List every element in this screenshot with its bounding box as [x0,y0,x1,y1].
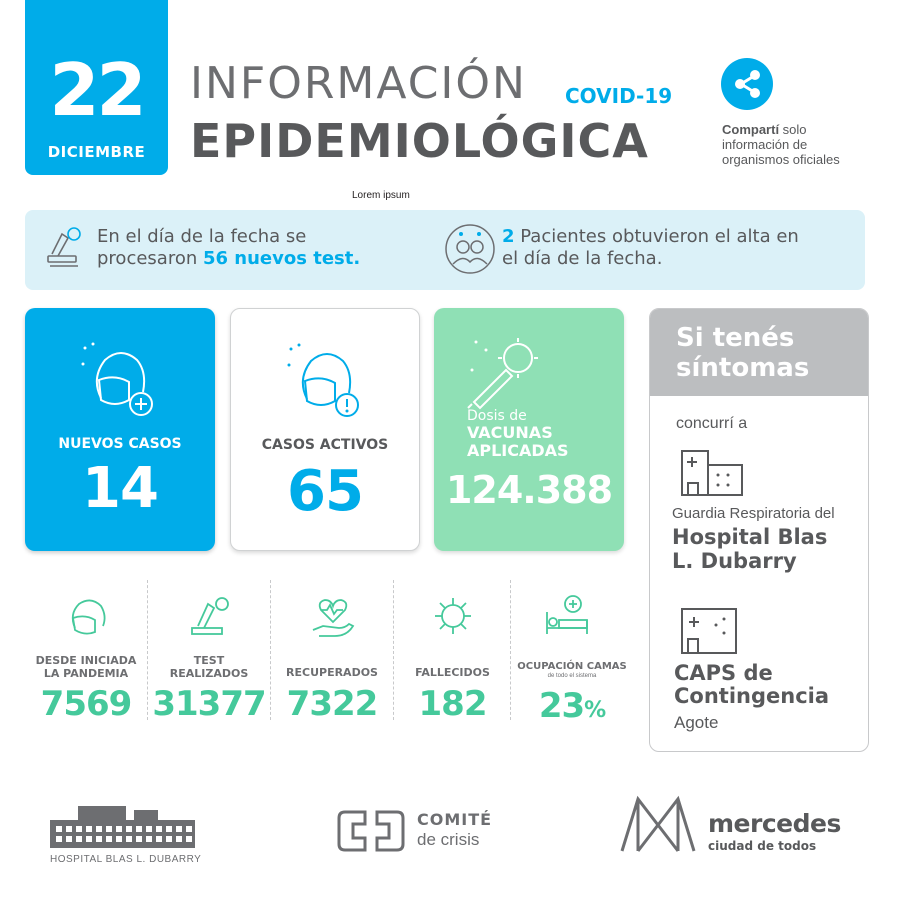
stat-label-line1: DESDE INICIADA [35,654,137,667]
info-left-line2b: 56 nuevos test. [202,248,361,269]
date-badge: 22 DICIEMBRE [25,0,168,175]
caps-location: Agote [674,713,719,732]
share-text: Compartí solo información de organismos… [722,122,882,167]
stat-recuperados-label: RECUPERADOS [286,666,378,679]
caps-name: CAPS de Contingencia [674,662,829,708]
stat-ocupacion-unit: % [584,698,606,723]
guardia-label: Guardia Respiratoria del [672,505,835,522]
comite-label: COMITÉ [417,810,493,829]
stat-label-line1: TEST [193,654,225,667]
stat-ocupacion: OCUPACIÓN CAMAS de todo el sistema 23% [513,590,631,730]
vacunas-label: VACUNAS APLICADAS [467,424,569,460]
divider [510,580,511,720]
face-mask-plus-icon [81,342,153,416]
casos-activos-label: CASOS ACTIVOS [261,437,389,453]
info-right-line2: el día de la fecha. [502,248,663,269]
info-left: En el día de la fecha se procesaron 56 n… [97,226,360,270]
stat-fallecidos: FALLECIDOS 182 [395,590,510,730]
lab-test-icon [47,227,81,267]
share-rest: solo [779,122,807,137]
share-icon [735,70,760,98]
mercedes-tagline: ciudad de todos [708,839,817,853]
caps-name-line2: Contingencia [674,684,830,708]
mercedes-logo-graphic [620,795,696,852]
lorem-caption: Lorem ipsum [352,190,410,201]
stat-ocupacion-value: 23% [513,686,631,726]
title-informacion: INFORMACIÓN [190,58,527,109]
info-right: 2 Pacientes obtuvieron el alta en el día… [502,226,799,270]
share-button[interactable] [721,58,773,110]
stat-label-line2: LA PANDEMIA [43,667,129,680]
card-vacunas: Dosis de VACUNAS APLICADAS 124.388 [434,308,624,551]
face-mask-icon [71,599,106,635]
stat-ocupacion-number: 23 [538,686,585,726]
stat-label-line2: REALIZADOS [169,667,249,680]
hospital-logo-graphic [50,806,195,848]
dosis-label: Dosis de [467,408,527,424]
hospital-name: Hospital Blas L. Dubarry [672,525,827,573]
vaccine-syringe-icon [467,338,538,410]
info-right-count: 2 [502,226,515,247]
stat-test: TEST REALIZADOS 31377 [150,590,268,730]
stat-fallecidos-value: 182 [418,684,488,724]
card-casos-activos: CASOS ACTIVOS 65 [230,308,420,551]
caps-building-icon [681,608,737,654]
title-epidemiologica: EPIDEMIOLÓGICA [190,114,649,168]
hospital-logo-text: HOSPITAL BLAS L. DUBARRY [50,854,202,865]
patients-icon [445,224,495,274]
symptoms-title-line1: Si tenés [676,323,795,353]
date-day: 22 [49,48,146,132]
caps-name-line1: CAPS de [674,661,773,685]
symptoms-header: Si tenés síntomas [650,309,868,396]
stat-test-value: 31377 [152,684,266,724]
info-bar: En el día de la fecha se procesaron 56 n… [25,210,865,290]
info-left-line1: En el día de la fecha se [97,226,307,247]
card-nuevos-casos: NUEVOS CASOS 14 [25,308,215,551]
vacunas-line: VACUNAS [467,423,553,442]
hospital-bed-icon [546,595,588,634]
date-month: DICIEMBRE [47,143,146,161]
mercedes-logo: mercedes ciudad de todos [618,795,848,860]
stat-recuperados: RECUPERADOS 7322 [273,590,391,730]
symptoms-title: Si tenés síntomas [676,323,809,383]
hospital-name-line1: Hospital Blas [672,525,828,549]
stat-pandemia: DESDE INICIADA LA PANDEMIA 7569 [25,590,147,730]
microscope-icon [191,597,229,635]
stat-ocupacion-sublabel: de todo el sistema [547,673,597,679]
virus-icon [435,598,471,634]
comite-logo-graphic [337,810,405,852]
divider [393,580,394,720]
face-mask-alert-icon [287,343,359,417]
concurri-label: concurrí a [676,415,748,432]
info-right-line1: Pacientes obtuvieron el alta en [514,226,799,247]
heart-hand-icon [312,599,355,637]
share-bold: Comparti [722,122,780,137]
comite-logo: COMITÉ de crisis [335,808,505,858]
stat-test-label: TEST REALIZADOS [150,654,268,680]
crisis-label: de crisis [417,830,480,849]
stat-recuperados-value: 7322 [286,684,379,724]
divider [270,580,271,720]
casos-activos-value: 65 [287,459,364,524]
divider [147,580,148,720]
stat-pandemia-value: 7569 [40,684,133,724]
nuevos-casos-label: NUEVOS CASOS [58,436,182,452]
symptoms-title-line2: síntomas [676,353,810,383]
covid-label: COVID-19 [565,84,673,108]
info-left-line2a: procesaron [97,248,203,269]
hospital-building-icon [681,450,743,496]
aplicadas-line: APLICADAS [467,441,569,460]
mercedes-label: mercedes [708,809,841,838]
nuevos-casos-value: 14 [82,456,159,521]
share-line3: organismos oficiales [722,152,840,167]
stat-ocupacion-label: OCUPACIÓN CAMAS [517,661,627,672]
share-line2: información de [722,137,808,152]
symptoms-panel: Si tenés síntomas concurrí a Guardia Res… [649,308,869,752]
hospital-name-line2: L. Dubarry [672,549,797,573]
stat-fallecidos-label: FALLECIDOS [415,666,490,679]
stat-pandemia-label: DESDE INICIADA LA PANDEMIA [25,654,147,680]
hospital-logo: HOSPITAL BLAS L. DUBARRY [50,800,202,870]
vacunas-value: 124.388 [445,468,613,512]
